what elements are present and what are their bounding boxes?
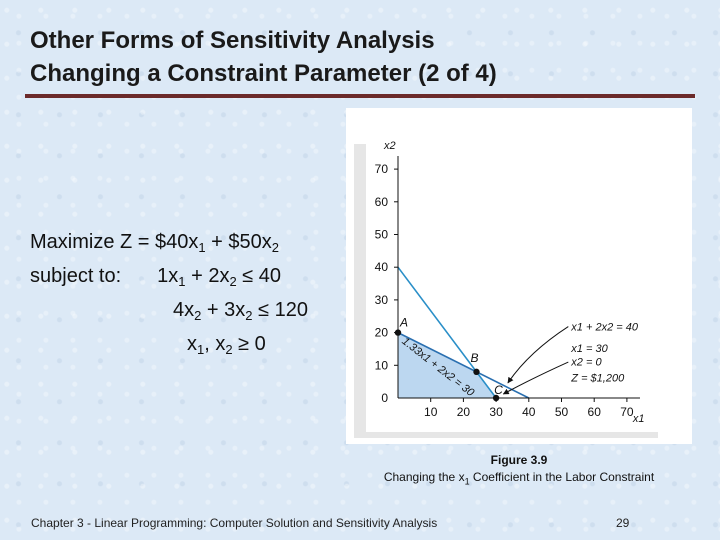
axes-layer [397, 156, 640, 399]
slide-title: Other Forms of Sensitivity Analysis Chan… [30, 24, 497, 90]
slide-title-line2: Changing a Constraint Parameter (2 of 4) [30, 60, 497, 87]
annotation-3: x2 = 0 [570, 356, 602, 368]
x-tick-label-70: 70 [620, 405, 634, 419]
x-tick-label-60: 60 [588, 405, 602, 419]
point-label-b: B [470, 351, 478, 365]
figure-panel: 10 20 30 40 50 60 70 0 10 20 30 40 50 60 70 x1 x2 A B C 1.3… [346, 108, 692, 444]
figure-number: Figure 3.9 [490, 453, 548, 467]
y-tick-label-70: 70 [375, 162, 389, 176]
lp-model: Maximize Z = $40x1 + $50x2 subject to: 1x… [30, 228, 308, 364]
y-tick-label-40: 40 [375, 260, 389, 274]
feasible-region [398, 332, 497, 398]
ticks-layer: 10 20 30 40 50 60 70 0 10 20 30 40 50 60 70 [375, 162, 634, 419]
constraint-line-1 [397, 331, 530, 399]
point-label-a: A [399, 316, 408, 330]
annotation-4: Z = $1,200 [570, 373, 625, 385]
constraint-2: 4x2 + 3x2 ≤ 120 [173, 299, 308, 323]
constraint-line-2 [397, 266, 497, 399]
title-rule [25, 94, 695, 98]
figure-caption: Figure 3.9 Changing the x1 Coefficient i… [346, 452, 692, 490]
point-c [492, 394, 500, 402]
slide-title-line1: Other Forms of Sensitivity Analysis [30, 27, 435, 54]
x-tick-label-10: 10 [424, 405, 438, 419]
annotation-1: x1 + 2x2 = 40 [570, 322, 639, 334]
y-axis-label: x2 [383, 140, 396, 152]
y-tick-label-10: 10 [375, 358, 389, 372]
annotation-arrow-point-c [502, 361, 569, 395]
y-tick-label-50: 50 [375, 228, 389, 242]
x-axis-label: x1 [632, 413, 645, 425]
constraint-lines-layer [397, 266, 530, 399]
point-label-c: C [494, 383, 503, 397]
annotation-arrow-line [507, 326, 569, 384]
x-tick-label-20: 20 [457, 405, 471, 419]
y-tick-label-0: 0 [381, 391, 388, 405]
page-number: 29 [616, 516, 630, 530]
x-tick-label-50: 50 [555, 405, 569, 419]
constraint-1: subject to: 1x1 + 2x2 ≤ 40 [30, 265, 282, 289]
x-tick-label-30: 30 [489, 405, 503, 419]
arrows-layer [502, 326, 569, 395]
objective-function: Maximize Z = $40x1 + $50x2 [30, 231, 280, 255]
footer-text: Chapter 3 - Linear Programming: Computer… [31, 516, 438, 530]
nonnegativity-constraint: x1, x2 ≥ 0 [187, 333, 266, 357]
points-layer [394, 329, 500, 402]
y-tick-label-20: 20 [375, 326, 389, 340]
figure-caption-text: Changing the x1 Coefficient in the Labor… [383, 470, 655, 487]
feasible-region-layer [398, 332, 497, 398]
y-tick-label-30: 30 [375, 293, 389, 307]
y-tick-label-60: 60 [375, 195, 389, 209]
point-b [473, 368, 480, 376]
x-tick-label-40: 40 [522, 405, 536, 419]
annotation-2: x1 = 30 [570, 343, 608, 355]
point-a [394, 329, 402, 336]
